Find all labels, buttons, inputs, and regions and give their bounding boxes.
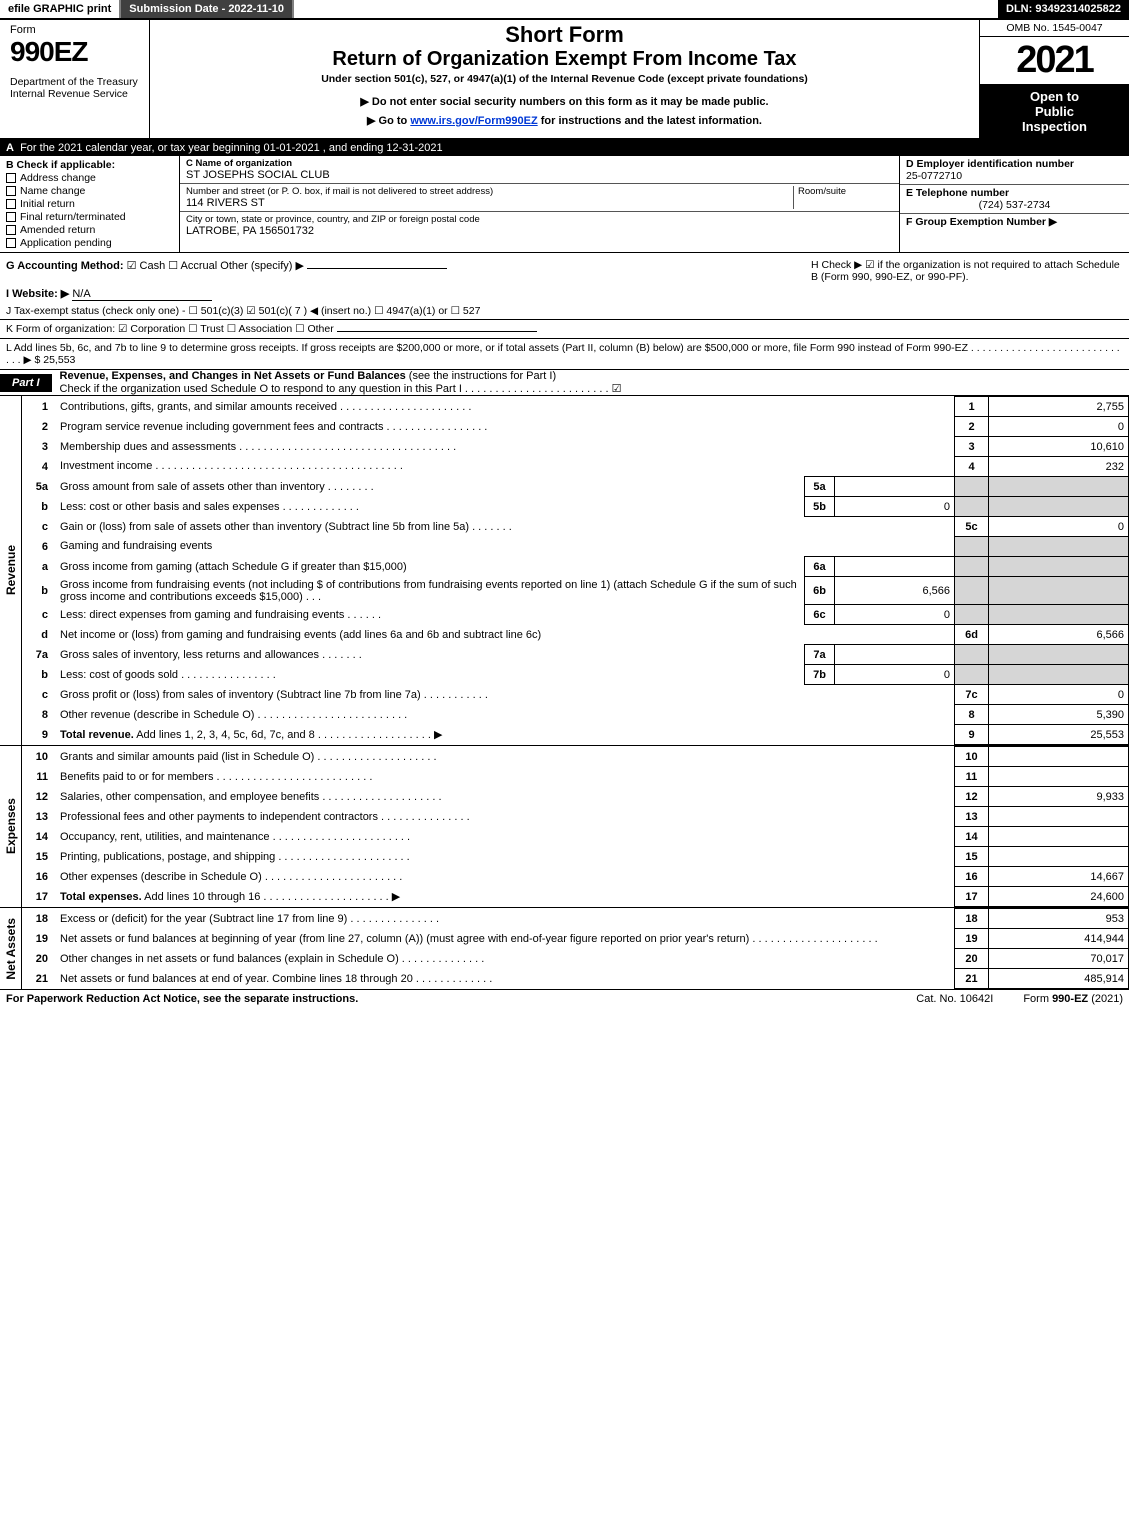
part1-title-bold: Revenue, Expenses, and Changes in Net As… (60, 370, 406, 382)
submission-date: Submission Date - 2022-11-10 (121, 0, 294, 18)
goto-note: ▶ Go to www.irs.gov/Form990EZ for instru… (156, 114, 973, 127)
org-city: LATROBE, PA 156501732 (186, 225, 893, 237)
row-L: L Add lines 5b, 6c, and 7b to line 9 to … (0, 339, 1129, 370)
col-B: B Check if applicable: Address change Na… (0, 156, 180, 252)
row-GH: G Accounting Method: ☑ Cash ☐ Accrual Ot… (0, 253, 1129, 285)
goto-link[interactable]: www.irs.gov/Form990EZ (410, 115, 537, 127)
C-name-label: C Name of organization (186, 158, 893, 169)
B-opt-5-label: Application pending (20, 237, 112, 249)
footer-right: Form 990-EZ (2021) (1023, 993, 1123, 1005)
revenue-vlabel: Revenue (3, 541, 19, 599)
K-other-input[interactable] (337, 331, 537, 332)
B-opt-3[interactable]: Final return/terminated (6, 211, 173, 223)
B-opt-0-label: Address change (20, 172, 96, 184)
top-bar: efile GRAPHIC print Submission Date - 20… (0, 0, 1129, 20)
expenses-table: 10Grants and similar amounts paid (list … (22, 746, 1129, 907)
B-header: Check if applicable: (17, 159, 116, 171)
C-city-label: City or town, state or province, country… (186, 214, 893, 225)
short-form-title: Short Form (156, 22, 973, 48)
G-opts: ☑ Cash ☐ Accrual Other (specify) ▶ (127, 260, 304, 272)
spacer (294, 0, 998, 18)
part1-check-line: Check if the organization used Schedule … (60, 382, 1129, 395)
expenses-section: Expenses 10Grants and similar amounts pa… (0, 746, 1129, 908)
E-label: E Telephone number (906, 187, 1123, 199)
I-label: I Website: ▶ (6, 288, 69, 300)
checkbox-icon[interactable] (6, 173, 16, 183)
row-A: A For the 2021 calendar year, or tax yea… (0, 140, 1129, 156)
goto-post: for instructions and the latest informat… (538, 115, 762, 127)
B-opt-2-label: Initial return (20, 198, 75, 210)
B-opt-2[interactable]: Initial return (6, 198, 173, 210)
col-C: C Name of organization ST JOSEPHS SOCIAL… (180, 156, 899, 252)
revenue-table: 1Contributions, gifts, grants, and simil… (22, 396, 1129, 745)
B-opt-4-label: Amended return (20, 224, 95, 236)
row-H: H Check ▶ ☑ if the organization is not r… (803, 259, 1123, 283)
netassets-vlabel: Net Assets (3, 914, 19, 984)
B-opt-0[interactable]: Address change (6, 172, 173, 184)
return-title: Return of Organization Exempt From Incom… (156, 48, 973, 71)
department-label: Department of the Treasury Internal Reve… (10, 76, 143, 100)
part1-header: Part I Revenue, Expenses, and Changes in… (0, 370, 1129, 396)
goto-pre: ▶ Go to (367, 115, 410, 127)
footer-center: Cat. No. 10642I (886, 993, 1023, 1005)
C-street-label: Number and street (or P. O. box, if mail… (186, 186, 793, 197)
row-K: K Form of organization: ☑ Corporation ☐ … (0, 320, 1129, 339)
K-text: K Form of organization: ☑ Corporation ☐ … (6, 323, 334, 335)
E-value: (724) 537-2734 (906, 199, 1123, 211)
J-text: J Tax-exempt status (check only one) - ☐… (6, 305, 480, 317)
ssn-note: ▶ Do not enter social security numbers o… (156, 95, 973, 108)
I-value: N/A (72, 288, 212, 301)
checkbox-icon[interactable] (6, 186, 16, 196)
L-text: L Add lines 5b, 6c, and 7b to line 9 to … (6, 342, 1120, 366)
B-opt-1-label: Name change (20, 185, 85, 197)
checkbox-icon[interactable] (6, 238, 16, 248)
header-right: OMB No. 1545-0047 2021 Open to Public In… (979, 20, 1129, 138)
footer: For Paperwork Reduction Act Notice, see … (0, 990, 1129, 1008)
omb-number: OMB No. 1545-0047 (980, 20, 1129, 37)
C-room-label: Room/suite (798, 186, 893, 197)
A-text: For the 2021 calendar year, or tax year … (20, 142, 443, 154)
form-word: Form (10, 24, 143, 36)
row-I: I Website: ▶ N/A (0, 285, 1129, 303)
netassets-section: Net Assets 18Excess or (deficit) for the… (0, 908, 1129, 990)
open-line-1: Open to (982, 89, 1127, 104)
block-BCDEF: B Check if applicable: Address change Na… (0, 156, 1129, 253)
dln-label: DLN: 93492314025822 (998, 0, 1129, 18)
org-street: 114 RIVERS ST (186, 197, 793, 209)
row-J: J Tax-exempt status (check only one) - ☐… (0, 303, 1129, 320)
expenses-vlabel: Expenses (3, 794, 19, 858)
open-line-3: Inspection (982, 119, 1127, 134)
checkbox-icon[interactable] (6, 225, 16, 235)
org-name: ST JOSEPHS SOCIAL CLUB (186, 169, 893, 181)
header-center: Short Form Return of Organization Exempt… (150, 20, 979, 138)
efile-label[interactable]: efile GRAPHIC print (0, 0, 121, 18)
netassets-table: 18Excess or (deficit) for the year (Subt… (22, 908, 1129, 989)
header-left: Form 990EZ Department of the Treasury In… (0, 20, 150, 138)
D-value: 25-0772710 (906, 170, 1123, 182)
checkbox-icon[interactable] (6, 199, 16, 209)
form-header: Form 990EZ Department of the Treasury In… (0, 20, 1129, 140)
B-opt-3-label: Final return/terminated (20, 211, 126, 223)
form-number: 990EZ (10, 36, 143, 68)
D-label: D Employer identification number (906, 158, 1123, 170)
G-other-input[interactable] (307, 268, 447, 269)
part1-title: Revenue, Expenses, and Changes in Net As… (52, 370, 1129, 395)
tax-year: 2021 (980, 37, 1129, 85)
G-label: G Accounting Method: (6, 260, 124, 272)
footer-left: For Paperwork Reduction Act Notice, see … (6, 993, 886, 1005)
checkbox-icon[interactable] (6, 212, 16, 222)
col-DEF: D Employer identification number 25-0772… (899, 156, 1129, 252)
B-opt-5[interactable]: Application pending (6, 237, 173, 249)
F-label: F Group Exemption Number ▶ (906, 216, 1123, 228)
B-opt-1[interactable]: Name change (6, 185, 173, 197)
part1-tag: Part I (0, 374, 52, 392)
B-label: B (6, 159, 14, 171)
part1-title-light: (see the instructions for Part I) (406, 370, 556, 382)
revenue-section: Revenue 1Contributions, gifts, grants, a… (0, 396, 1129, 746)
open-to-public-box: Open to Public Inspection (980, 85, 1129, 138)
under-section: Under section 501(c), 527, or 4947(a)(1)… (156, 73, 973, 85)
B-opt-4[interactable]: Amended return (6, 224, 173, 236)
open-line-2: Public (982, 104, 1127, 119)
A-label: A (6, 142, 14, 154)
